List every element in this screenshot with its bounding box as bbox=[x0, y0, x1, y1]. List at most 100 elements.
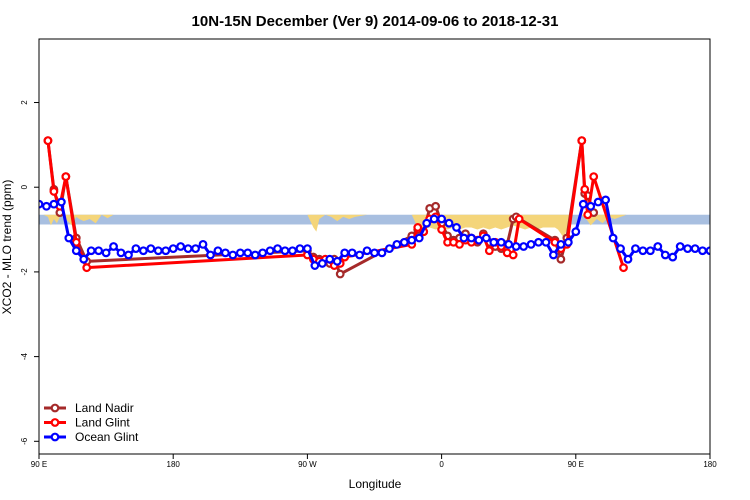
point-ocean-glint bbox=[437, 214, 447, 224]
point-ocean-glint bbox=[273, 244, 282, 254]
point-ocean-glint bbox=[698, 246, 707, 256]
point-ocean-glint bbox=[668, 252, 678, 262]
legend-marker-land-glint bbox=[50, 418, 60, 427]
point-ocean-glint bbox=[660, 250, 670, 260]
point-ocean-glint bbox=[71, 246, 81, 256]
y-tick-label: 0 bbox=[20, 184, 29, 189]
point-ocean-glint bbox=[362, 246, 372, 256]
point-land-glint bbox=[82, 263, 92, 273]
point-ocean-glint bbox=[452, 223, 461, 232]
point-ocean-glint bbox=[645, 246, 655, 256]
point-ocean-glint bbox=[407, 235, 417, 245]
point-ocean-glint bbox=[243, 248, 253, 258]
point-ocean-glint bbox=[399, 237, 409, 247]
point-ocean-glint bbox=[608, 233, 618, 243]
legend-marker-ocean-glint bbox=[50, 432, 60, 442]
point-ocean-glint bbox=[168, 244, 178, 254]
point-ocean-glint bbox=[265, 246, 275, 256]
point-ocean-glint bbox=[317, 259, 327, 268]
x-tick-label: 90 E bbox=[31, 460, 47, 469]
point-ocean-glint bbox=[176, 242, 186, 251]
point-ocean-glint bbox=[116, 248, 126, 258]
point-ocean-glint bbox=[86, 246, 96, 256]
point-land-glint bbox=[508, 250, 518, 260]
series-layer bbox=[39, 136, 710, 279]
point-ocean-glint bbox=[131, 244, 141, 254]
point-ocean-glint bbox=[519, 242, 529, 251]
point-ocean-glint bbox=[79, 254, 89, 264]
y-axis: -6 -4 -2 0 2 bbox=[20, 100, 39, 445]
point-ocean-glint bbox=[220, 248, 230, 258]
point-ocean-glint bbox=[616, 244, 625, 254]
point-ocean-glint bbox=[705, 246, 710, 256]
point-ocean-glint bbox=[332, 256, 342, 266]
point-land-glint bbox=[484, 246, 494, 256]
point-ocean-glint bbox=[340, 248, 350, 258]
point-ocean-glint bbox=[183, 244, 193, 254]
x-tick-label: 180 bbox=[167, 460, 181, 469]
point-ocean-glint bbox=[578, 199, 588, 209]
point-ocean-glint bbox=[198, 239, 208, 249]
point-ocean-glint bbox=[474, 235, 484, 245]
point-ocean-glint bbox=[325, 254, 335, 264]
y-axis-label: XCO2 - MLO trend (ppm) bbox=[0, 180, 14, 315]
legend-label-ocean-glint: Ocean Glint bbox=[75, 430, 139, 444]
point-ocean-glint bbox=[303, 244, 312, 254]
point-ocean-glint bbox=[541, 237, 551, 247]
point-ocean-glint bbox=[161, 246, 171, 256]
point-ocean-glint bbox=[526, 239, 536, 249]
point-ocean-glint bbox=[511, 242, 521, 251]
point-ocean-glint bbox=[623, 254, 633, 264]
point-ocean-glint bbox=[355, 250, 364, 260]
point-ocean-glint bbox=[563, 237, 573, 247]
point-ocean-glint bbox=[49, 199, 59, 209]
point-ocean-glint bbox=[504, 239, 514, 249]
point-ocean-glint bbox=[556, 239, 566, 249]
legend-label-land-glint: Land Glint bbox=[75, 416, 130, 430]
point-ocean-glint bbox=[534, 237, 543, 247]
y-tick-label: -4 bbox=[20, 353, 29, 361]
point-ocean-glint bbox=[56, 197, 66, 207]
point-ocean-glint bbox=[228, 250, 238, 260]
point-land-glint bbox=[61, 172, 71, 182]
point-ocean-glint bbox=[64, 233, 74, 243]
point-ocean-glint bbox=[549, 250, 558, 260]
point-land-nadir bbox=[556, 254, 566, 264]
x-tick-label: 0 bbox=[439, 460, 444, 469]
point-ocean-glint bbox=[124, 250, 133, 260]
point-land-glint bbox=[49, 187, 59, 196]
point-ocean-glint bbox=[94, 246, 104, 256]
point-ocean-glint bbox=[288, 246, 297, 256]
point-ocean-glint bbox=[138, 246, 148, 256]
point-land-glint bbox=[577, 136, 587, 146]
point-ocean-glint bbox=[235, 248, 245, 258]
point-ocean-glint bbox=[392, 239, 402, 249]
point-ocean-glint bbox=[631, 244, 640, 254]
point-ocean-glint bbox=[586, 201, 596, 211]
point-land-glint bbox=[413, 223, 423, 232]
point-ocean-glint bbox=[258, 248, 268, 258]
point-ocean-glint bbox=[467, 233, 476, 243]
point-ocean-glint bbox=[481, 233, 491, 243]
chart-title: 10N-15N December (Ver 9) 2014-09-06 to 2… bbox=[192, 13, 559, 30]
point-ocean-glint bbox=[370, 248, 379, 258]
point-ocean-glint bbox=[690, 244, 700, 254]
y-tick-label: -2 bbox=[20, 268, 29, 276]
plot-frame bbox=[38, 38, 711, 455]
point-ocean-glint bbox=[206, 250, 215, 260]
point-ocean-glint bbox=[101, 248, 111, 258]
point-ocean-glint bbox=[310, 261, 320, 270]
point-ocean-glint bbox=[109, 242, 118, 251]
point-ocean-glint bbox=[571, 227, 581, 237]
point-ocean-glint bbox=[414, 233, 424, 243]
point-ocean-glint bbox=[42, 201, 51, 211]
point-land-glint bbox=[589, 172, 599, 182]
point-ocean-glint bbox=[377, 248, 387, 258]
point-land-glint bbox=[514, 214, 524, 224]
point-land-glint bbox=[437, 225, 447, 234]
point-ocean-glint bbox=[496, 237, 506, 247]
point-ocean-glint bbox=[295, 244, 305, 254]
y-tick-label: -6 bbox=[20, 437, 29, 445]
